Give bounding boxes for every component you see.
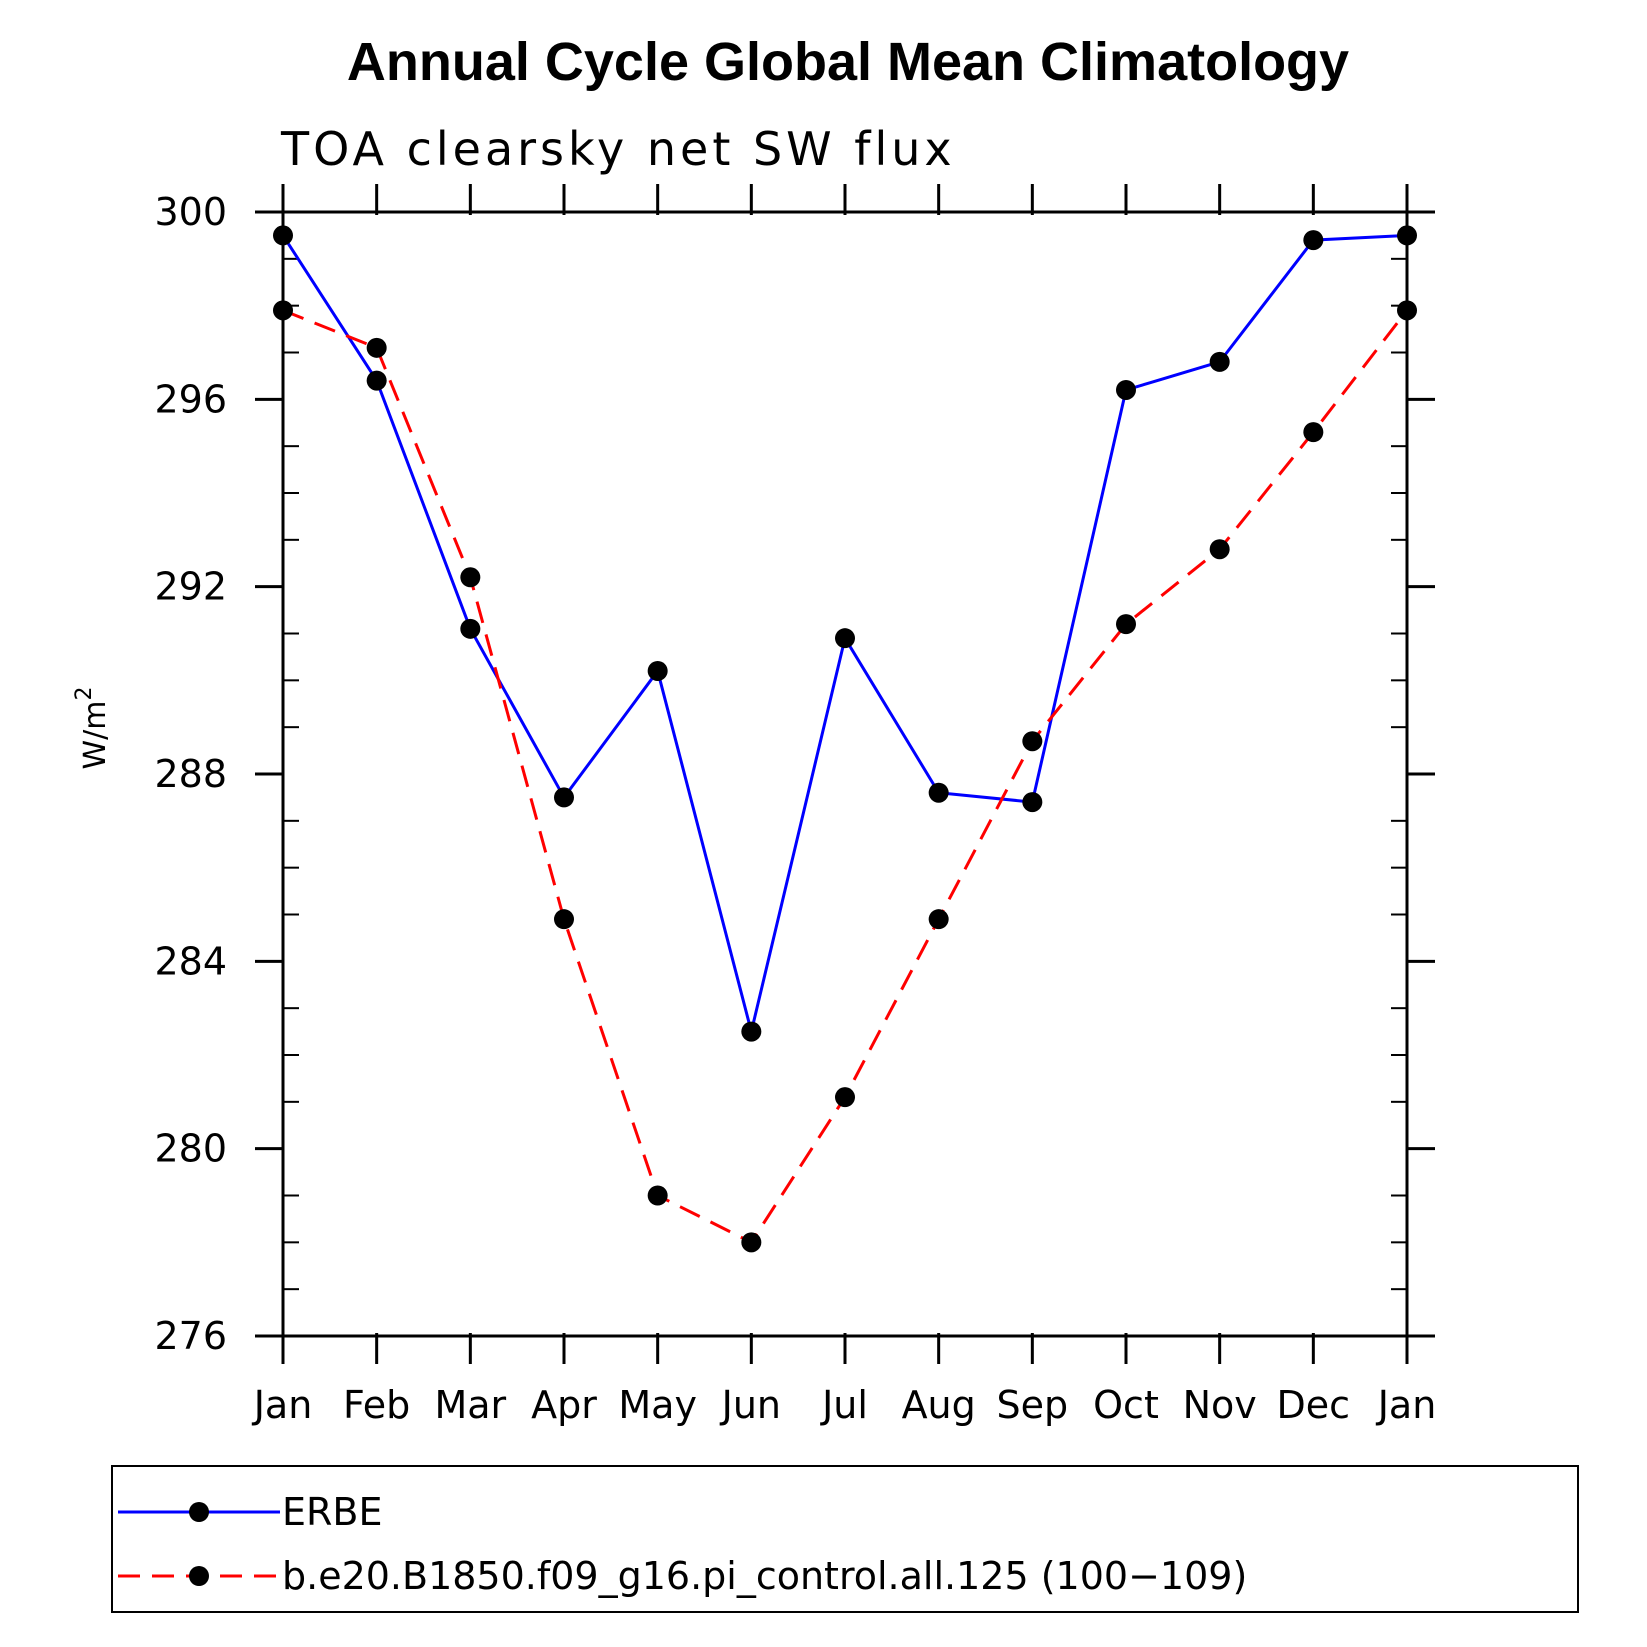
y-axis-label: W/m2 xyxy=(72,687,113,770)
chart-subtitle: TOA clearsky net SW flux xyxy=(280,122,956,176)
y-tick-label: 280 xyxy=(154,1127,227,1171)
y-tick-label: 296 xyxy=(154,377,227,421)
svg-text:W/m2: W/m2 xyxy=(72,687,113,770)
series-0-point xyxy=(460,618,481,639)
series-0-point xyxy=(741,1021,762,1042)
y-tick-label: 288 xyxy=(154,752,227,796)
legend: ERBE b.e20.B1850.f09_g16.pi_control.all.1… xyxy=(111,1465,1579,1613)
x-tick-label: Nov xyxy=(1183,1383,1257,1427)
series-0-point xyxy=(554,787,574,808)
y-tick-label: 292 xyxy=(154,565,227,609)
series-0-point xyxy=(273,225,293,246)
series-layer xyxy=(273,225,1417,1253)
series-1-point xyxy=(1209,539,1230,560)
series-0-point xyxy=(928,782,949,803)
series-1-point xyxy=(1022,731,1043,752)
y-tick-label: 284 xyxy=(154,939,227,983)
series-1-point xyxy=(741,1232,762,1253)
x-tick-label: Oct xyxy=(1093,1383,1159,1427)
legend-label-0: ERBE xyxy=(282,1490,383,1534)
series-1-point xyxy=(366,337,387,358)
x-tick-label: Dec xyxy=(1277,1383,1351,1427)
y-tick-label: 300 xyxy=(154,190,227,234)
plot-frame xyxy=(281,210,1409,1338)
y-axis-label-superscript: 2 xyxy=(72,687,97,701)
y-tick-label: 276 xyxy=(154,1314,227,1358)
series-1-point xyxy=(554,909,574,930)
x-tick-label: Jan xyxy=(252,1383,313,1427)
x-tick-label: Jul xyxy=(820,1383,868,1427)
legend-marker-0 xyxy=(189,1502,209,1522)
series-1-point xyxy=(1397,300,1417,321)
axes: Jan Feb Mar Apr May Jun Jul Aug Sep Oct Nov Dec Jan 2… xyxy=(154,184,1436,1427)
x-tick-label: Mar xyxy=(434,1383,506,1427)
series-0-point xyxy=(647,660,668,681)
x-tick-label: Feb xyxy=(343,1383,410,1427)
series-0-point xyxy=(835,628,855,649)
series-1-point xyxy=(1116,614,1136,635)
x-tick-label: Jun xyxy=(720,1383,781,1427)
x-tick-label: Aug xyxy=(902,1383,976,1427)
series-1-point xyxy=(928,909,949,930)
series-1-point xyxy=(1303,422,1324,443)
chart-title: Annual Cycle Global Mean Climatology xyxy=(347,32,1349,92)
legend-marker-1 xyxy=(189,1566,209,1586)
series-0-point xyxy=(366,370,387,391)
series-1-point xyxy=(273,300,293,321)
x-tick-label: Apr xyxy=(531,1383,597,1427)
legend-label-1: b.e20.B1850.f09_g16.pi_control.all.125 (… xyxy=(282,1554,1247,1598)
x-tick-label: Sep xyxy=(997,1383,1069,1427)
legend-box xyxy=(111,1465,1579,1613)
y-axis-label-base: W/m xyxy=(78,701,113,770)
series-1-point xyxy=(647,1185,668,1206)
series-1-point xyxy=(835,1087,855,1108)
series-0-point xyxy=(1116,379,1136,400)
series-0-point xyxy=(1022,792,1043,813)
x-tick-label: May xyxy=(618,1383,697,1427)
series-1-point xyxy=(460,567,481,588)
series-0-point xyxy=(1303,230,1324,251)
series-0-point xyxy=(1397,225,1417,246)
series-0-point xyxy=(1209,351,1230,372)
x-tick-label: Jan xyxy=(1376,1383,1437,1427)
